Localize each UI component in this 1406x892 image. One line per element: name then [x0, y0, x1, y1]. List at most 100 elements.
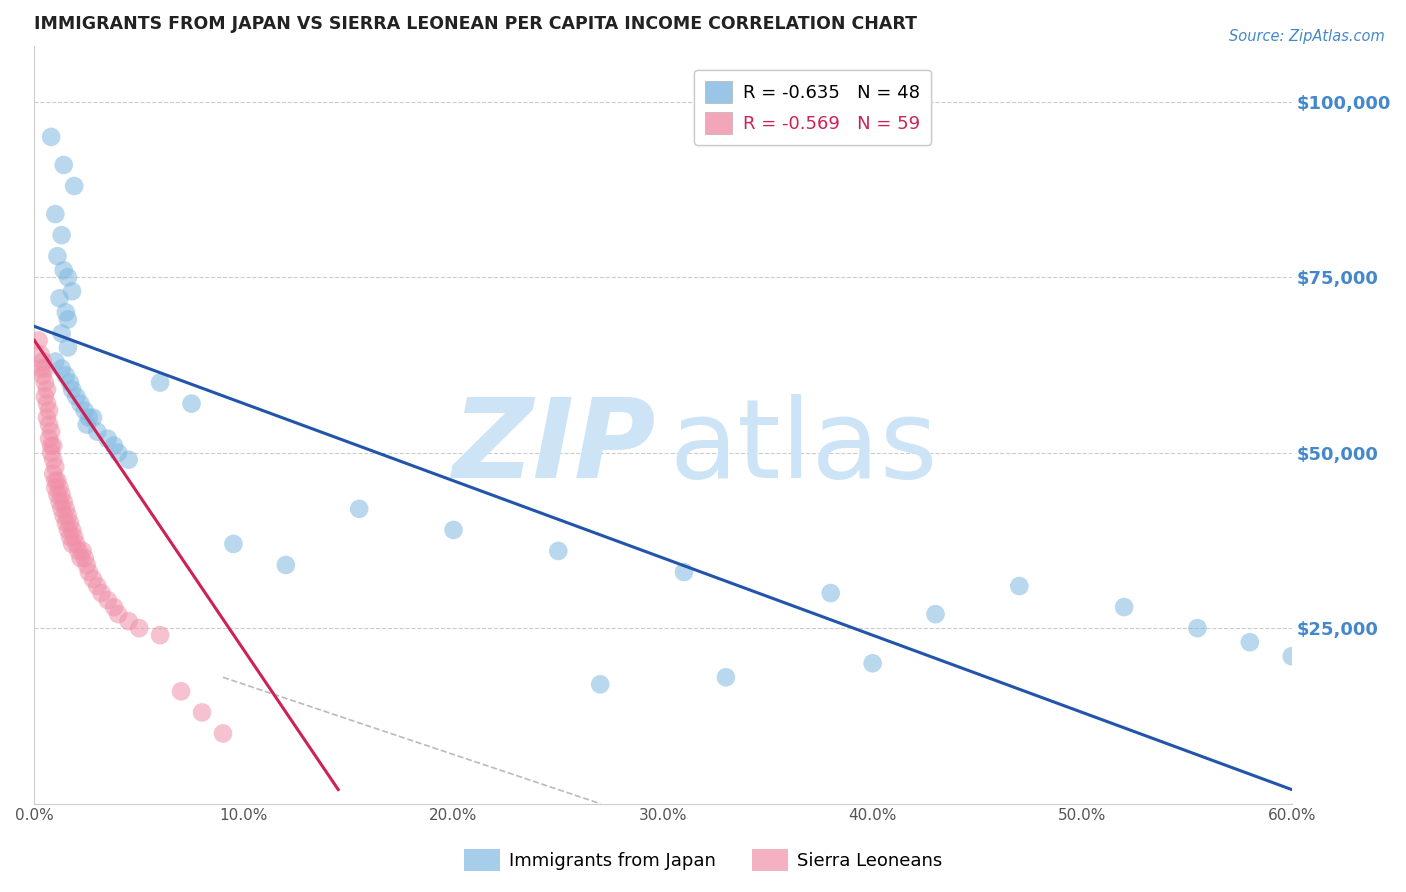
- Point: [1114, 600, 1136, 615]
- Point: [56, 508, 79, 523]
- Text: Source: ZipAtlas.com: Source: ZipAtlas.com: [1229, 29, 1385, 44]
- Point: [38, 417, 60, 432]
- Legend: R = -0.635   N = 48, R = -0.569   N = 59: R = -0.635 N = 48, R = -0.569 N = 59: [695, 70, 931, 145]
- Point: [42, 467, 65, 481]
- Point: [191, 706, 214, 720]
- Point: [44, 207, 66, 221]
- Point: [60, 285, 83, 299]
- Point: [27, 334, 49, 348]
- Point: [31, 368, 53, 383]
- Point: [118, 614, 141, 628]
- Point: [73, 551, 96, 566]
- Point: [35, 383, 58, 397]
- Point: [39, 439, 62, 453]
- Point: [46, 488, 69, 502]
- Point: [52, 495, 75, 509]
- Point: [77, 410, 100, 425]
- Point: [1239, 635, 1261, 649]
- Point: [103, 439, 125, 453]
- Point: [60, 383, 83, 397]
- Point: [86, 579, 108, 593]
- Point: [82, 410, 104, 425]
- Point: [90, 586, 112, 600]
- Point: [56, 270, 79, 285]
- Point: [35, 410, 58, 425]
- Text: ZIP: ZIP: [453, 394, 657, 501]
- Point: [48, 291, 70, 305]
- Point: [55, 368, 77, 383]
- Point: [44, 459, 66, 474]
- Point: [38, 432, 60, 446]
- Point: [69, 551, 91, 566]
- Point: [180, 396, 202, 410]
- Point: [924, 607, 946, 621]
- Point: [1281, 649, 1303, 664]
- Point: [48, 495, 70, 509]
- Text: atlas: atlas: [669, 394, 938, 501]
- Point: [51, 228, 73, 243]
- Point: [103, 600, 125, 615]
- Point: [63, 179, 86, 194]
- Point: [63, 530, 86, 544]
- Point: [1008, 579, 1031, 593]
- Point: [46, 249, 69, 263]
- Point: [76, 417, 98, 432]
- Point: [34, 376, 56, 390]
- Point: [30, 361, 52, 376]
- Point: [44, 354, 66, 368]
- Point: [212, 726, 235, 740]
- Point: [347, 501, 370, 516]
- Point: [222, 537, 245, 551]
- Point: [1187, 621, 1209, 635]
- Point: [46, 474, 69, 488]
- Point: [59, 516, 82, 530]
- Point: [97, 432, 120, 446]
- Point: [107, 607, 129, 621]
- Point: [52, 263, 75, 277]
- Point: [55, 305, 77, 319]
- Point: [714, 670, 737, 684]
- Point: [77, 565, 100, 579]
- Point: [48, 481, 70, 495]
- Point: [35, 396, 58, 410]
- Point: [72, 544, 94, 558]
- Point: [56, 312, 79, 326]
- Point: [128, 621, 150, 635]
- Point: [59, 376, 82, 390]
- Point: [149, 376, 172, 390]
- Point: [34, 390, 56, 404]
- Point: [82, 572, 104, 586]
- Point: [31, 354, 53, 368]
- Point: [44, 481, 66, 495]
- Point: [107, 446, 129, 460]
- Point: [65, 537, 87, 551]
- Point: [38, 403, 60, 417]
- Point: [51, 361, 73, 376]
- Point: [65, 390, 87, 404]
- Text: IMMIGRANTS FROM JAPAN VS SIERRA LEONEAN PER CAPITA INCOME CORRELATION CHART: IMMIGRANTS FROM JAPAN VS SIERRA LEONEAN …: [34, 15, 917, 33]
- Point: [97, 593, 120, 607]
- Point: [39, 129, 62, 144]
- Point: [60, 537, 83, 551]
- Point: [820, 586, 842, 600]
- Legend: Immigrants from Japan, Sierra Leoneans: Immigrants from Japan, Sierra Leoneans: [457, 842, 949, 879]
- Point: [52, 158, 75, 172]
- Point: [59, 530, 82, 544]
- Point: [56, 341, 79, 355]
- Point: [67, 544, 90, 558]
- Point: [170, 684, 193, 698]
- Point: [39, 446, 62, 460]
- Point: [60, 523, 83, 537]
- Point: [30, 347, 52, 361]
- Point: [51, 326, 73, 341]
- Point: [673, 565, 696, 579]
- Point: [274, 558, 297, 572]
- Point: [86, 425, 108, 439]
- Point: [55, 516, 77, 530]
- Point: [149, 628, 172, 642]
- Point: [39, 425, 62, 439]
- Point: [69, 396, 91, 410]
- Point: [52, 508, 75, 523]
- Point: [51, 488, 73, 502]
- Point: [42, 452, 65, 467]
